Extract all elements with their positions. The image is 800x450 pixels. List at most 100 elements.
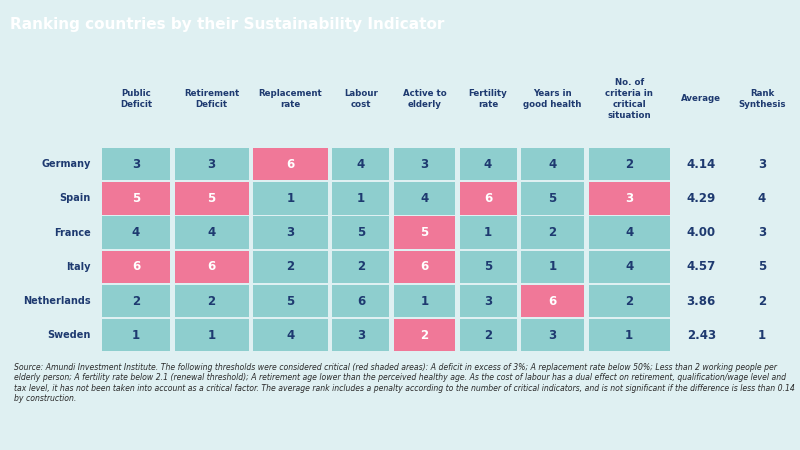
Bar <box>254 182 328 215</box>
Text: 6: 6 <box>420 261 429 273</box>
Text: 6: 6 <box>207 261 216 273</box>
Text: Rank
Synthesis: Rank Synthesis <box>738 89 786 109</box>
Text: 3: 3 <box>357 329 365 342</box>
Text: 1: 1 <box>758 329 766 342</box>
Text: Active to
elderly: Active to elderly <box>402 89 446 109</box>
Bar <box>589 319 670 351</box>
Bar <box>459 319 517 351</box>
Text: 4: 4 <box>132 226 140 239</box>
Text: 5: 5 <box>207 192 216 205</box>
Text: 6: 6 <box>286 158 294 171</box>
Bar <box>459 216 517 249</box>
Bar <box>589 216 670 249</box>
Text: 2: 2 <box>132 295 140 307</box>
Bar <box>174 182 249 215</box>
Bar <box>333 182 390 215</box>
Bar <box>394 319 454 351</box>
Text: 4.14: 4.14 <box>686 158 716 171</box>
Text: 4: 4 <box>549 158 557 171</box>
Text: 2: 2 <box>625 158 633 171</box>
Text: 3: 3 <box>758 158 766 171</box>
Text: Fertility
rate: Fertility rate <box>469 89 507 109</box>
Bar <box>394 182 454 215</box>
Text: 4: 4 <box>357 158 365 171</box>
Text: Germany: Germany <box>41 159 90 169</box>
Text: Italy: Italy <box>66 262 90 272</box>
Text: Public
Deficit: Public Deficit <box>120 89 152 109</box>
Text: 2: 2 <box>357 261 365 273</box>
Bar <box>522 216 584 249</box>
Text: Sweden: Sweden <box>47 330 90 340</box>
Text: Spain: Spain <box>59 194 90 203</box>
Text: Years in
good health: Years in good health <box>523 89 582 109</box>
Bar <box>102 182 170 215</box>
Bar <box>174 148 249 180</box>
Text: 4.29: 4.29 <box>686 192 716 205</box>
Text: 6: 6 <box>484 192 492 205</box>
Text: 1: 1 <box>421 295 429 307</box>
Bar <box>254 148 328 180</box>
Text: 5: 5 <box>286 295 294 307</box>
Bar <box>394 285 454 317</box>
Bar <box>102 319 170 351</box>
Text: 5: 5 <box>420 226 429 239</box>
Text: 6: 6 <box>132 261 140 273</box>
Bar <box>589 182 670 215</box>
Bar <box>254 216 328 249</box>
Text: 3: 3 <box>286 226 294 239</box>
Bar <box>394 148 454 180</box>
Text: Netherlands: Netherlands <box>22 296 90 306</box>
Bar <box>459 182 517 215</box>
Bar <box>394 216 454 249</box>
Text: 4: 4 <box>625 226 634 239</box>
Text: 1: 1 <box>132 329 140 342</box>
Text: 1: 1 <box>549 261 557 273</box>
Text: 3: 3 <box>758 226 766 239</box>
Text: Labour
cost: Labour cost <box>344 89 378 109</box>
Text: Retirement
Deficit: Retirement Deficit <box>184 89 239 109</box>
Text: 1: 1 <box>207 329 216 342</box>
Text: 5: 5 <box>484 261 492 273</box>
Bar <box>333 148 390 180</box>
Bar <box>333 285 390 317</box>
Text: 3: 3 <box>421 158 429 171</box>
Text: 6: 6 <box>549 295 557 307</box>
Text: France: France <box>54 228 90 238</box>
Bar <box>254 251 328 283</box>
Text: 3: 3 <box>484 295 492 307</box>
Bar <box>333 216 390 249</box>
Text: 1: 1 <box>625 329 633 342</box>
Text: 2: 2 <box>549 226 557 239</box>
Bar <box>459 251 517 283</box>
Text: 1: 1 <box>484 226 492 239</box>
Bar <box>102 216 170 249</box>
Text: 3: 3 <box>207 158 216 171</box>
Text: 3.86: 3.86 <box>686 295 716 307</box>
Bar <box>522 251 584 283</box>
Bar <box>174 251 249 283</box>
Text: 2.43: 2.43 <box>686 329 716 342</box>
Bar <box>459 285 517 317</box>
Text: 4: 4 <box>207 226 216 239</box>
Bar <box>254 285 328 317</box>
Text: 4: 4 <box>420 192 429 205</box>
Bar <box>254 319 328 351</box>
Bar <box>522 285 584 317</box>
Bar <box>174 285 249 317</box>
Text: 4: 4 <box>625 261 634 273</box>
Bar <box>589 285 670 317</box>
Bar <box>102 251 170 283</box>
Bar <box>522 148 584 180</box>
Text: 3: 3 <box>132 158 140 171</box>
Text: 5: 5 <box>132 192 140 205</box>
Text: 4.57: 4.57 <box>686 261 716 273</box>
Text: No. of
criteria in
critical
situation: No. of criteria in critical situation <box>605 77 653 120</box>
Text: 4: 4 <box>758 192 766 205</box>
Text: 3: 3 <box>549 329 557 342</box>
Text: 1: 1 <box>286 192 294 205</box>
Text: Replacement
rate: Replacement rate <box>258 89 322 109</box>
Bar <box>174 319 249 351</box>
Text: Source: Amundi Investment Institute. The following thresholds were considered cr: Source: Amundi Investment Institute. The… <box>14 363 795 403</box>
Bar <box>589 251 670 283</box>
Text: 3: 3 <box>625 192 633 205</box>
